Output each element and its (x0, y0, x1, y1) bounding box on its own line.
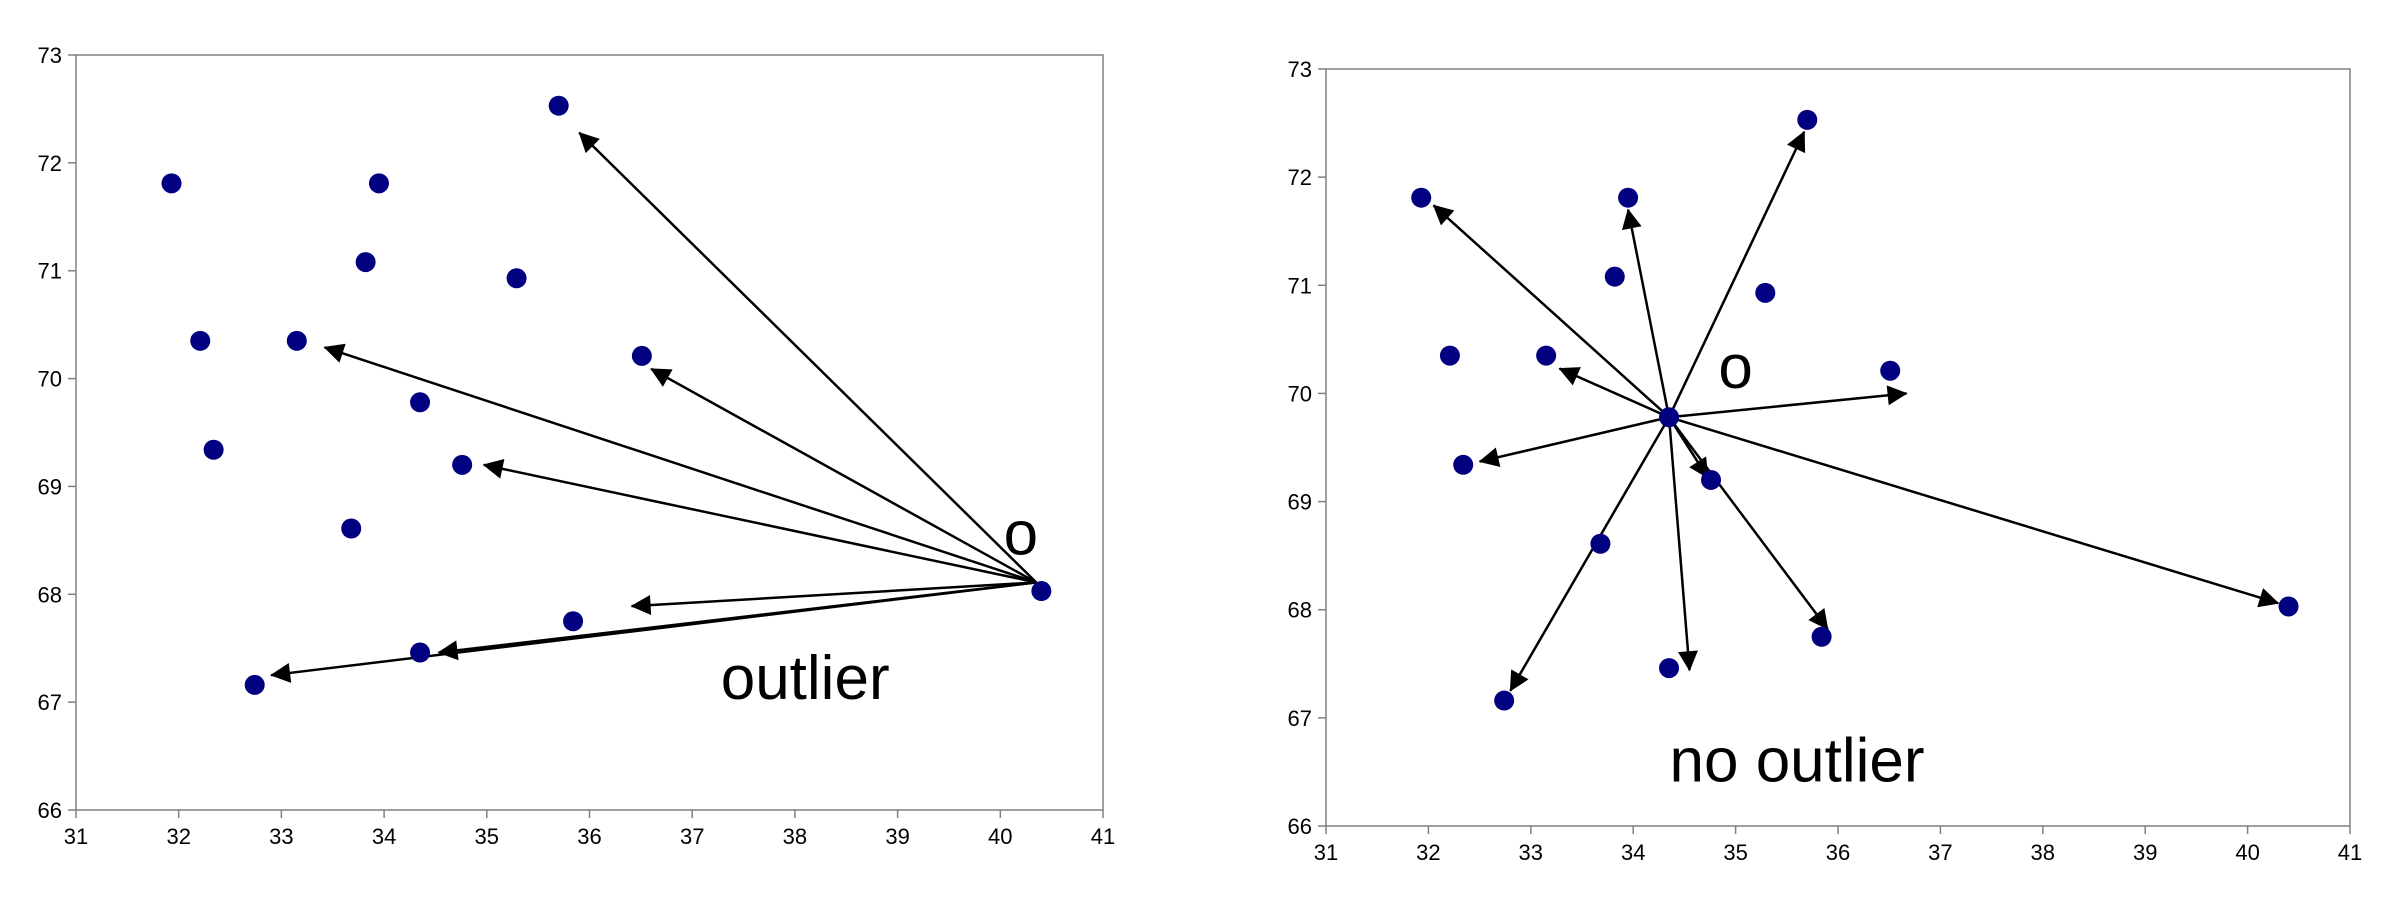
distance-arrow (1668, 385, 1908, 419)
data-point (1031, 581, 1052, 602)
distance-arrow (650, 367, 1037, 584)
data-point (286, 330, 307, 351)
y-tick-label: 72 (38, 151, 62, 176)
x-tick-label: 32 (166, 824, 190, 849)
data-point (410, 642, 431, 663)
data-point (203, 439, 224, 460)
distance-arrow (1432, 204, 1670, 419)
data-point (2278, 596, 2299, 617)
x-tick-label: 35 (1723, 840, 1747, 865)
data-point (452, 454, 473, 475)
data-point (355, 252, 376, 273)
y-tick-label: 71 (38, 259, 62, 284)
x-tick-label: 37 (680, 824, 704, 849)
distance-arrow (1667, 130, 1806, 418)
distance-arrow (1667, 417, 1698, 672)
x-tick-label: 31 (64, 824, 88, 849)
data-point (563, 611, 584, 632)
x-tick-label: 33 (1519, 840, 1543, 865)
plot-area-frame (75, 54, 1104, 811)
y-tick-label: 71 (1288, 273, 1312, 298)
data-point (548, 95, 569, 116)
x-tick-label: 41 (1091, 824, 1115, 849)
distance-arrow (482, 459, 1037, 584)
y-tick-label: 66 (38, 798, 62, 823)
data-point (368, 173, 389, 194)
distance-arrow (1621, 208, 1671, 418)
annotation-label: o (1718, 333, 1752, 402)
distance-arrow (578, 131, 1038, 584)
data-point (1880, 360, 1901, 381)
x-tick-label: 36 (1826, 840, 1850, 865)
data-point (1811, 626, 1832, 647)
y-tick-label: 72 (1288, 165, 1312, 190)
distance-arrow (1478, 416, 1670, 467)
data-point (1755, 282, 1776, 303)
x-tick-label: 41 (2338, 840, 2362, 865)
plot-area-frame (1325, 68, 2351, 827)
data-point (1797, 109, 1818, 130)
x-tick-label: 39 (885, 824, 909, 849)
x-tick-label: 35 (475, 824, 499, 849)
y-tick-label: 70 (1288, 381, 1312, 406)
data-point (1618, 187, 1639, 208)
y-tick-label: 73 (38, 43, 62, 68)
data-point (341, 518, 362, 539)
distance-arrow (1509, 416, 1671, 692)
data-point (1494, 690, 1515, 711)
x-tick-label: 34 (372, 824, 396, 849)
left-scatter-chart: 66 67 68 69 70 71 72 73 31 32 33 34 35 36 37 38 39 40 41 o o… (38, 43, 1116, 849)
data-point (1411, 187, 1432, 208)
data-point (1701, 469, 1722, 490)
distance-arrow (323, 343, 1037, 584)
x-tick-label: 38 (783, 824, 807, 849)
y-tick-label: 68 (38, 582, 62, 607)
data-point (1659, 407, 1680, 428)
y-tick-label: 69 (1288, 490, 1312, 515)
annotation-label: outlier (721, 644, 890, 713)
x-tick-label: 37 (1928, 840, 1952, 865)
y-tick-label: 67 (1288, 706, 1312, 731)
y-tick-label: 69 (38, 474, 62, 499)
x-tick-label: 38 (2031, 840, 2055, 865)
y-tick-label: 68 (1288, 598, 1312, 623)
data-point (1659, 658, 1680, 679)
data-point (1590, 533, 1611, 554)
x-tick-label: 40 (988, 824, 1012, 849)
x-tick-label: 36 (577, 824, 601, 849)
distance-arrow (1668, 416, 2280, 608)
annotation-label: no outlier (1670, 727, 1925, 796)
right-scatter-chart: 66 67 68 69 70 71 72 73 31 32 33 34 35 36 37 38 39 40 41 o n… (1288, 57, 2363, 865)
distance-arrow (270, 581, 1037, 683)
data-point (244, 674, 265, 695)
x-tick-label: 40 (2235, 840, 2259, 865)
distance-arrow (1558, 367, 1670, 419)
y-tick-label: 70 (38, 367, 62, 392)
data-point (1439, 345, 1460, 366)
data-point (410, 392, 431, 413)
y-tick-label: 67 (38, 690, 62, 715)
distance-arrow (630, 581, 1037, 616)
annotation-label: o (1004, 499, 1038, 568)
data-point (631, 345, 652, 366)
x-tick-label: 33 (269, 824, 293, 849)
data-point (1604, 266, 1625, 287)
distance-arrow (1668, 416, 1829, 630)
data-point (161, 173, 182, 194)
y-tick-label: 66 (1288, 814, 1312, 839)
data-point (190, 330, 211, 351)
x-tick-label: 34 (1621, 840, 1645, 865)
x-tick-label: 31 (1314, 840, 1338, 865)
x-tick-label: 32 (1416, 840, 1440, 865)
data-point (1536, 345, 1557, 366)
data-point (1453, 454, 1474, 475)
y-tick-label: 73 (1288, 57, 1312, 82)
data-point (506, 268, 527, 289)
x-tick-label: 39 (2133, 840, 2157, 865)
